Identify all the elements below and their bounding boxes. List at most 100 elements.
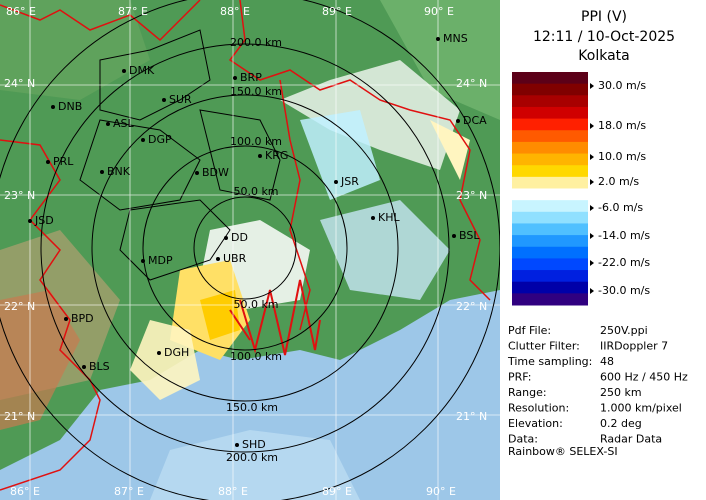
sea bbox=[0, 290, 500, 500]
city-label: BSL bbox=[459, 229, 480, 242]
info-value: IIRDoppler 7 bbox=[600, 340, 668, 353]
color-band bbox=[512, 165, 588, 178]
cities: MNS DMK BRP DNB SUR ASL DGP PRL BNK KRG BDW JSR KHL J… bbox=[28, 32, 487, 451]
longitude-label: 88° E bbox=[220, 5, 250, 18]
city-label: BDW bbox=[202, 166, 229, 179]
color-band bbox=[512, 118, 588, 131]
colorbar: 30.0 m/s 18.0 m/s 10.0 m/s 2.0 m/s -6.0 m/s -… bbox=[512, 72, 650, 306]
range-ring bbox=[193, 196, 297, 300]
color-band bbox=[512, 200, 588, 213]
info-key: Range: bbox=[508, 386, 547, 399]
city-dot bbox=[82, 365, 86, 369]
latitude-label: 23° N bbox=[4, 189, 35, 202]
terrain bbox=[380, 0, 500, 120]
info-key: Pdf File: bbox=[508, 324, 551, 337]
city-dot bbox=[141, 138, 145, 142]
color-band bbox=[512, 176, 588, 189]
city-dot bbox=[235, 443, 239, 447]
ring-label: 200.0 km bbox=[226, 451, 278, 464]
station: Kolkata bbox=[578, 48, 629, 64]
color-band bbox=[512, 281, 588, 294]
color-band bbox=[512, 95, 588, 108]
terrain bbox=[0, 290, 80, 430]
echo bbox=[320, 200, 450, 300]
city-dot bbox=[100, 170, 104, 174]
colorbar-label: 30.0 m/s bbox=[598, 79, 646, 92]
city-dot bbox=[46, 160, 50, 164]
city-dot bbox=[28, 219, 32, 223]
city-label: DGP bbox=[148, 133, 172, 146]
color-band bbox=[512, 83, 588, 96]
city-dot bbox=[456, 119, 460, 123]
info-key: PRF: bbox=[508, 371, 531, 384]
color-band bbox=[512, 106, 588, 120]
longitude-label: 86° E bbox=[6, 5, 36, 18]
city-label: BRP bbox=[240, 71, 262, 84]
footer: Rainbow® SELEX-SI bbox=[508, 445, 618, 458]
color-band bbox=[512, 188, 588, 201]
city-label: SUR bbox=[169, 93, 192, 106]
info-table: Pdf File: 250V.ppi Clutter Filter: IIRDoppl… bbox=[507, 324, 688, 446]
echo bbox=[200, 290, 240, 340]
city-dot bbox=[195, 171, 199, 175]
city-dot bbox=[224, 236, 228, 240]
city-dot bbox=[436, 37, 440, 41]
color-band bbox=[512, 130, 588, 143]
tick-arrow bbox=[590, 123, 594, 129]
latitude-label: 23° N bbox=[456, 189, 487, 202]
tick-arrow bbox=[590, 205, 594, 211]
longitude-label: 87° E bbox=[118, 5, 148, 18]
range-ring bbox=[91, 94, 399, 402]
colorbar-label: -30.0 m/s bbox=[598, 284, 650, 297]
info-key: Elevation: bbox=[508, 417, 563, 430]
ring-label: 100.0 km bbox=[230, 135, 282, 148]
color-band bbox=[512, 223, 588, 236]
city-dot bbox=[51, 105, 55, 109]
color-band bbox=[512, 153, 588, 166]
city-label: SHD bbox=[242, 438, 266, 451]
tick-arrow bbox=[590, 83, 594, 89]
info-value: 600 Hz / 450 Hz bbox=[600, 371, 688, 384]
longitude-label: 89° E bbox=[322, 485, 352, 498]
ring-label: 50.0 km bbox=[233, 298, 278, 311]
city-dot bbox=[157, 351, 161, 355]
city-label: PRL bbox=[53, 155, 74, 168]
city-label: BNK bbox=[107, 165, 131, 178]
latitude-label: 21° N bbox=[456, 410, 487, 423]
ring-label: 150.0 km bbox=[230, 85, 282, 98]
city-dot bbox=[141, 259, 145, 263]
info-value: 0.2 deg bbox=[600, 417, 642, 430]
tick-arrow bbox=[590, 260, 594, 266]
longitude-label: 90° E bbox=[424, 5, 454, 18]
city-label: DD bbox=[231, 231, 248, 244]
tick-arrow bbox=[590, 179, 594, 185]
longitude-label: 86° E bbox=[10, 485, 40, 498]
color-band bbox=[512, 258, 588, 271]
city-label: KHL bbox=[378, 211, 400, 224]
colorbar-label: 2.0 m/s bbox=[598, 175, 639, 188]
colorbar-label: -22.0 m/s bbox=[598, 256, 650, 269]
city-label: JSR bbox=[340, 175, 359, 188]
longitude-label: 87° E bbox=[114, 485, 144, 498]
colorbar-label: 10.0 m/s bbox=[598, 150, 646, 163]
colorbar-label: -14.0 m/s bbox=[598, 229, 650, 242]
range-ring bbox=[142, 145, 348, 351]
city-label: DNB bbox=[58, 100, 82, 113]
longitude-label: 89° E bbox=[322, 5, 352, 18]
tick-arrow bbox=[590, 154, 594, 160]
info-value: 1.000 km/pixel bbox=[600, 402, 682, 415]
city-label: KRG bbox=[265, 149, 288, 162]
city-label: DGH bbox=[164, 346, 189, 359]
city-label: BLS bbox=[89, 360, 110, 373]
color-band bbox=[512, 235, 588, 248]
ring-label: 150.0 km bbox=[226, 401, 278, 414]
timestamp: 12:11 / 10-Oct-2025 bbox=[533, 29, 675, 45]
district-border bbox=[79, 29, 281, 281]
info-value: 250V.ppi bbox=[600, 324, 648, 337]
color-band bbox=[512, 72, 588, 85]
longitude-label: 90° E bbox=[426, 485, 456, 498]
info-value: Radar Data bbox=[600, 433, 662, 446]
ring-label: 100.0 km bbox=[230, 350, 282, 363]
